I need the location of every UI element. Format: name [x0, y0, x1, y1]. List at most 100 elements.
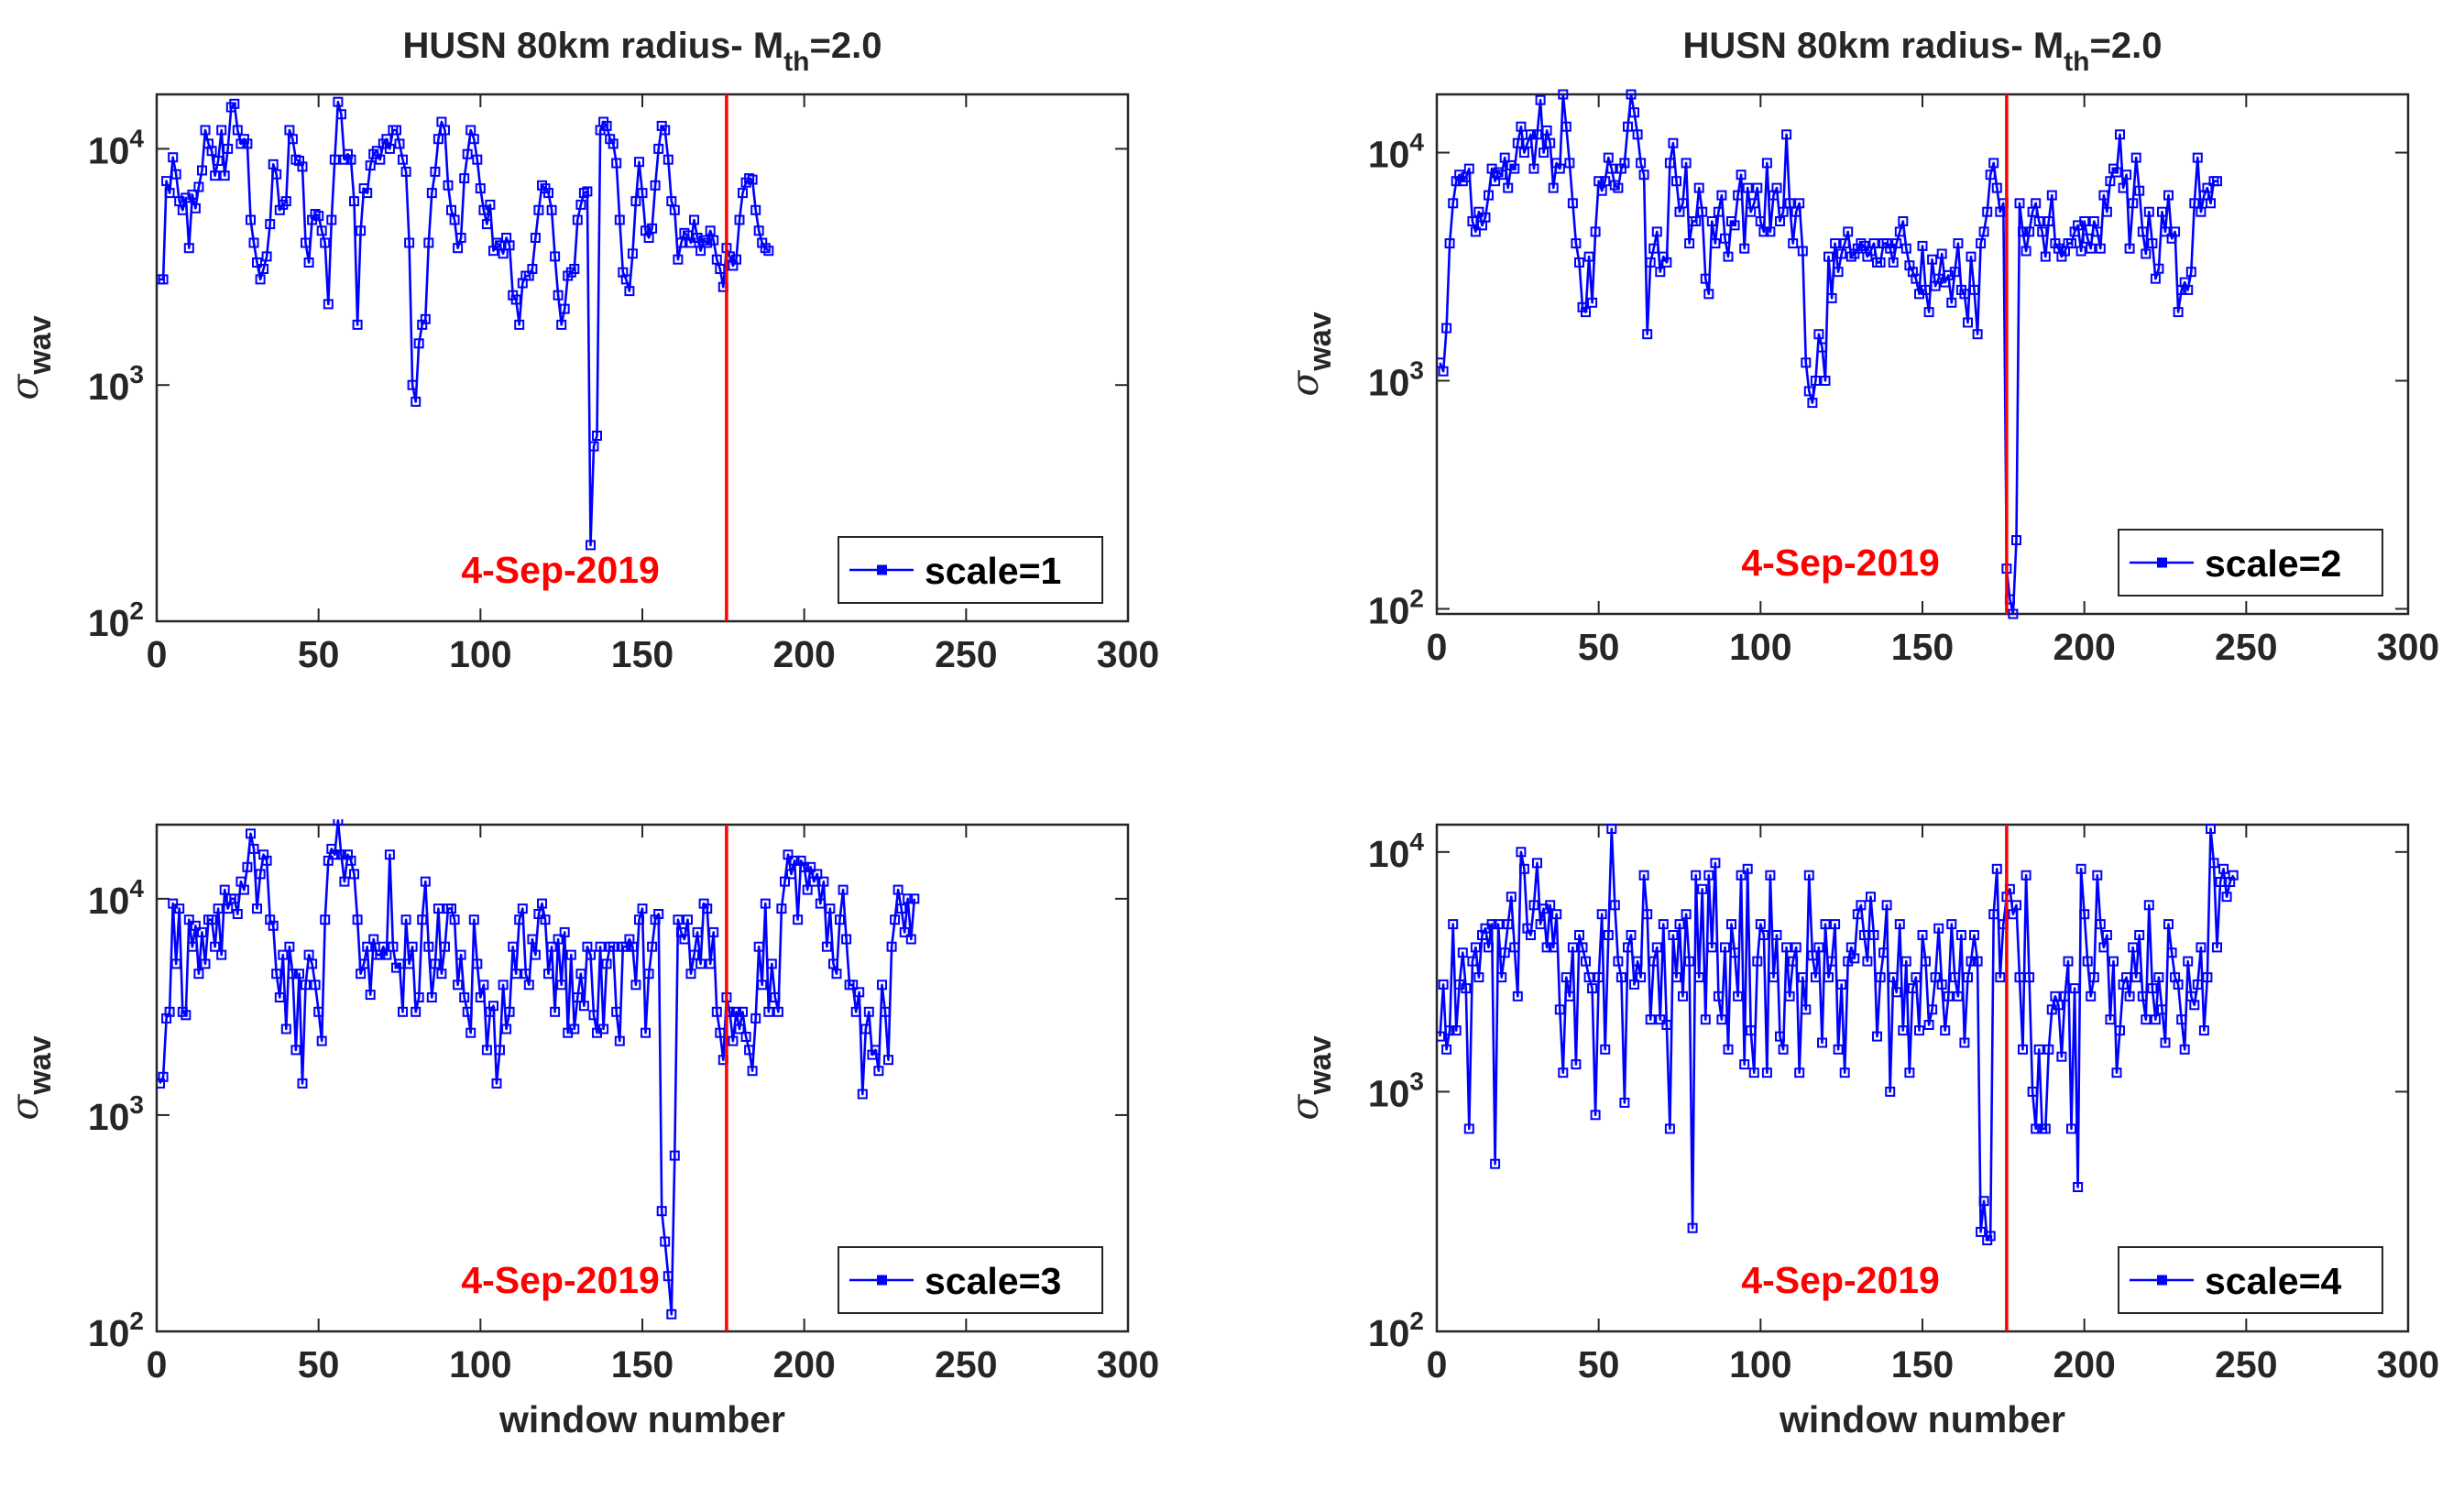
data-point — [1615, 972, 1626, 983]
data-point — [170, 958, 181, 969]
data-point — [1823, 972, 1834, 983]
data-point — [750, 204, 761, 215]
data-point — [2160, 1037, 2171, 1048]
data-point — [2031, 198, 2042, 209]
data-point — [1561, 121, 1571, 132]
data-point — [1953, 991, 1964, 1002]
data-point — [1739, 1059, 1750, 1070]
data-point — [517, 903, 528, 914]
data-point — [216, 949, 227, 960]
data-point — [692, 233, 703, 243]
data-point — [669, 1150, 680, 1161]
data-point — [578, 1001, 589, 1012]
data-point — [2192, 152, 2203, 163]
data-point — [2075, 246, 2086, 257]
data-point — [271, 169, 282, 180]
data-point — [423, 237, 434, 248]
data-point — [673, 254, 684, 265]
x-tick-label: 150 — [1891, 626, 1954, 668]
data-point — [883, 1055, 893, 1066]
data-point — [863, 1006, 874, 1017]
data-point — [1535, 919, 1546, 930]
y-tick-label: 102 — [1368, 584, 1424, 631]
data-point — [280, 1024, 291, 1035]
data-point — [1872, 1031, 1882, 1042]
data-point — [556, 319, 567, 330]
data-point — [1843, 226, 1854, 237]
data-point — [776, 903, 787, 914]
data-point — [1794, 198, 1805, 209]
data-point — [2082, 233, 2093, 244]
data-point — [708, 235, 719, 246]
data-point — [1988, 158, 1999, 169]
data-point — [2185, 267, 2196, 278]
data-point — [1914, 1025, 1924, 1036]
data-point — [498, 980, 509, 991]
data-point — [1784, 198, 1795, 209]
data-point — [1936, 248, 1947, 259]
data-point — [1923, 1020, 1934, 1030]
data-point — [1761, 158, 1772, 169]
legend-label: scale=1 — [925, 550, 1061, 592]
data-point — [1629, 979, 1639, 990]
data-point — [1881, 900, 1892, 911]
data-point — [255, 869, 266, 880]
data-point — [1891, 238, 1902, 249]
data-point — [527, 934, 538, 945]
data-point — [841, 934, 852, 945]
data-point — [394, 958, 405, 969]
data-point — [349, 196, 359, 207]
data-point — [1813, 942, 1824, 953]
y-axis-label: σwav — [1283, 1035, 1338, 1120]
data-point — [1448, 198, 1459, 209]
data-point — [440, 941, 450, 952]
data-point — [271, 969, 282, 980]
data-point — [197, 165, 207, 176]
data-point — [783, 849, 794, 860]
data-point — [1609, 900, 1620, 911]
data-point — [481, 1045, 492, 1056]
data-point — [320, 914, 331, 925]
data-point — [1583, 972, 1594, 983]
data-point — [1966, 251, 1977, 262]
chart-title: HUSN 80km radius- Mth=2.0 — [1683, 26, 2163, 77]
data-point — [1674, 919, 1685, 930]
data-point — [695, 958, 706, 969]
x-tick-label: 250 — [2215, 626, 2277, 668]
data-point — [1927, 1004, 1938, 1015]
data-point — [592, 431, 602, 441]
data-point — [510, 969, 521, 980]
plot-area — [157, 819, 920, 1319]
data-point — [329, 154, 340, 165]
data-point — [1577, 942, 1588, 953]
data-point — [1558, 89, 1569, 100]
data-point — [679, 934, 690, 945]
data-point — [2018, 1044, 2028, 1055]
data-point — [449, 214, 460, 225]
data-point — [543, 188, 553, 199]
data-point — [1632, 129, 1643, 140]
data-point — [287, 134, 298, 145]
data-point — [223, 143, 234, 154]
data-point — [210, 941, 221, 952]
data-point — [1600, 176, 1611, 187]
data-point — [2011, 535, 2021, 545]
data-point — [835, 914, 845, 925]
data-point — [666, 1308, 677, 1319]
data-point — [1807, 398, 1818, 409]
data-point — [569, 264, 580, 274]
data-point — [400, 166, 411, 177]
data-point — [1729, 220, 1740, 231]
data-point — [2196, 942, 2207, 953]
data-point — [1473, 206, 1484, 217]
data-point — [660, 125, 671, 136]
data-point — [411, 1006, 422, 1017]
data-point — [164, 188, 175, 199]
data-point — [770, 992, 781, 1002]
data-point — [462, 148, 473, 159]
data-point — [1758, 226, 1769, 237]
data-point — [1448, 919, 1459, 930]
data-point — [1748, 1067, 1759, 1078]
data-point — [1451, 1025, 1462, 1036]
data-point — [2141, 248, 2152, 259]
